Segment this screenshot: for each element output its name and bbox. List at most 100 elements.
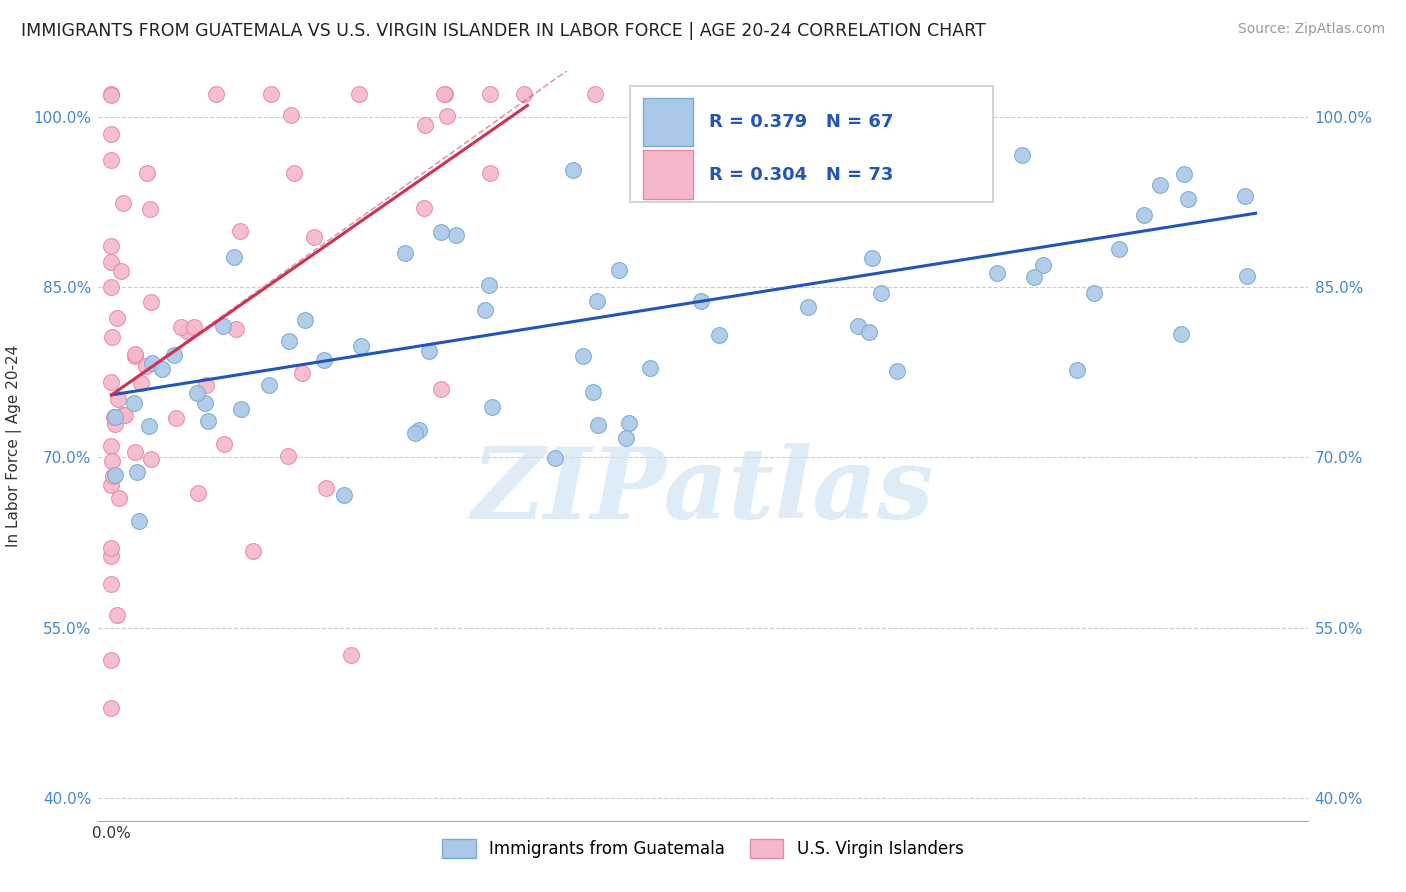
Point <box>433 87 456 101</box>
Point <box>194 395 217 409</box>
Point <box>340 648 363 662</box>
Point <box>478 277 501 292</box>
Point <box>921 168 943 182</box>
Point <box>654 87 676 101</box>
Point <box>846 318 869 333</box>
Point <box>122 396 145 410</box>
Point <box>212 319 235 334</box>
Point <box>100 239 122 253</box>
Point <box>112 409 135 423</box>
Point <box>474 302 496 317</box>
Point <box>394 246 416 260</box>
Point <box>135 359 157 374</box>
Point <box>101 469 124 483</box>
Point <box>315 481 337 495</box>
Point <box>617 417 640 431</box>
Point <box>186 386 208 401</box>
Point <box>860 121 883 136</box>
Point <box>141 356 163 370</box>
Point <box>1011 148 1033 162</box>
Point <box>105 310 128 325</box>
Point <box>124 349 146 363</box>
Point <box>205 87 228 101</box>
Point <box>107 392 129 407</box>
Point <box>434 87 457 101</box>
Point <box>124 445 146 459</box>
Point <box>1236 268 1258 283</box>
Point <box>100 87 122 101</box>
Point <box>100 127 122 141</box>
Point <box>860 251 883 265</box>
Point <box>347 87 370 101</box>
Text: ZIPatlas: ZIPatlas <box>472 442 934 539</box>
Point <box>100 549 122 563</box>
Point <box>479 87 502 101</box>
Point <box>260 87 283 101</box>
Point <box>114 409 136 423</box>
Point <box>170 320 193 334</box>
Text: IMMIGRANTS FROM GUATEMALA VS U.S. VIRGIN ISLANDER IN LABOR FORCE | AGE 20-24 COR: IMMIGRANTS FROM GUATEMALA VS U.S. VIRGIN… <box>21 22 986 40</box>
Point <box>544 451 567 466</box>
Point <box>100 700 122 714</box>
Point <box>150 362 173 376</box>
Point <box>104 410 127 425</box>
Point <box>228 224 250 238</box>
Point <box>808 87 831 101</box>
Point <box>101 329 124 343</box>
Point <box>141 295 163 310</box>
Point <box>100 653 122 667</box>
Point <box>294 313 316 327</box>
Point <box>187 486 209 500</box>
FancyBboxPatch shape <box>630 87 993 202</box>
Point <box>418 344 440 359</box>
Point <box>302 229 325 244</box>
Point <box>259 377 281 392</box>
Point <box>690 294 713 309</box>
Point <box>588 417 610 432</box>
Point <box>404 425 426 440</box>
Point <box>110 264 132 278</box>
Point <box>582 385 605 400</box>
Point <box>986 266 1008 280</box>
Point <box>938 151 960 165</box>
Point <box>165 411 187 425</box>
Point <box>176 324 198 338</box>
Point <box>430 225 453 239</box>
Point <box>709 327 731 342</box>
Point <box>112 196 135 211</box>
Point <box>100 376 122 390</box>
Point <box>225 322 247 336</box>
Point <box>896 87 918 101</box>
Point <box>797 300 820 314</box>
Point <box>231 402 253 417</box>
Point <box>481 400 503 414</box>
Point <box>277 449 299 463</box>
Point <box>105 608 128 623</box>
Point <box>242 544 264 558</box>
Point <box>1066 363 1088 377</box>
Point <box>194 377 217 392</box>
Point <box>312 353 335 368</box>
Point <box>1032 258 1054 272</box>
Point <box>821 144 844 158</box>
Point <box>478 166 501 180</box>
Point <box>104 417 127 431</box>
Point <box>408 423 430 437</box>
Point <box>104 467 127 482</box>
Point <box>1170 327 1192 342</box>
Point <box>350 339 373 353</box>
Point <box>183 320 205 334</box>
Point <box>100 576 122 591</box>
Point <box>583 87 606 101</box>
Point <box>127 465 149 479</box>
Point <box>1083 286 1105 301</box>
Point <box>100 87 122 102</box>
Point <box>430 382 453 396</box>
Point <box>100 478 122 492</box>
Y-axis label: In Labor Force | Age 20-24: In Labor Force | Age 20-24 <box>7 345 22 547</box>
Point <box>139 452 162 467</box>
FancyBboxPatch shape <box>643 150 693 199</box>
Legend: Immigrants from Guatemala, U.S. Virgin Islanders: Immigrants from Guatemala, U.S. Virgin I… <box>436 832 970 864</box>
Point <box>107 491 129 505</box>
Point <box>332 488 354 502</box>
